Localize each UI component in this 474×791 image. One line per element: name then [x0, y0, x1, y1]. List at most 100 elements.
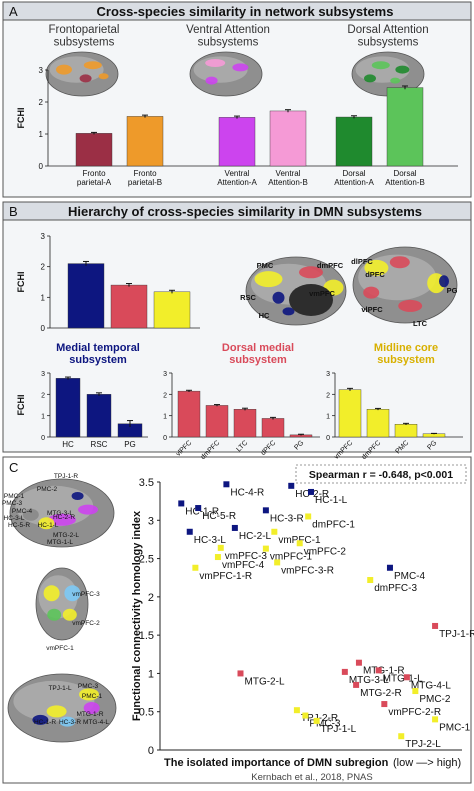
- scatter-point: [231, 524, 238, 531]
- brain-region-label: dPFC: [365, 270, 385, 279]
- chart-a: 0 1 2 3 FCHI Fronto parietal-A Fronto parietal-B…: [16, 66, 458, 187]
- brain-c-label: PMC-1: [4, 493, 25, 500]
- chart-a-ytick-label: 3: [39, 66, 44, 75]
- chart-dorsal-medial-bar: [233, 409, 257, 438]
- chart-dorsal-medial-ytick-label: 3: [163, 371, 167, 378]
- brain-c-label: MTG-1-R: [76, 711, 103, 718]
- chart-a-bar: [386, 87, 424, 167]
- brain-c-top-region: [78, 504, 98, 515]
- scatter-point-label: PMC-2: [419, 694, 451, 705]
- brain-c-label: PMC-4: [12, 508, 33, 515]
- brain-c-label: MTG-4-L: [83, 719, 109, 726]
- chart-a-xtick-label: Dorsal Attention-B: [385, 169, 425, 187]
- scatter-point-label: HC-4-R: [230, 487, 264, 498]
- subtitle-midline-core: Midline core subsystem: [374, 342, 438, 366]
- brain-c-middle-region: [47, 608, 62, 621]
- brain-ventral-region: [232, 63, 249, 72]
- scatter-point: [195, 505, 202, 512]
- subtitle-medial-temporal: Medial temporal subsystem: [56, 342, 140, 366]
- brain-c-label: PMC-2: [37, 486, 58, 493]
- brain-dorsal-region: [395, 65, 410, 74]
- scatter-ytick-label: 0: [148, 745, 154, 757]
- chart-b-summary-bar: [67, 263, 105, 329]
- brain-region-label: PG: [447, 286, 458, 295]
- scatter-xlabel: The isolated importance of DMN subregion: [164, 757, 389, 769]
- brain-region-label: vlPFC: [361, 305, 383, 314]
- scatter-point: [432, 622, 439, 629]
- chart-a-xtick-label: Fronto parietal-A: [77, 169, 112, 187]
- chart-dorsal-medial-bar: [261, 418, 285, 438]
- scatter-point-label: dmPFC-3: [374, 583, 417, 594]
- chart-midline-core-bar: [366, 409, 390, 438]
- scatter-point: [302, 712, 309, 719]
- chart-medial-temporal-bar: [86, 394, 112, 438]
- chart-midline-core-bar: [394, 424, 418, 438]
- scatter-point-label: vmPFC-2: [304, 546, 347, 557]
- brain-c-label: HC-3-R: [59, 719, 81, 726]
- chart-medial-temporal-ytick-label: 2: [41, 392, 45, 399]
- scatter-point: [178, 500, 185, 507]
- brain-frontoparietal-region: [56, 64, 72, 75]
- scatter-point-label: PMC-4: [394, 571, 426, 582]
- scatter-point: [308, 488, 314, 495]
- scatter-point-label: PMC-1: [439, 722, 471, 733]
- scatter-point: [217, 544, 224, 551]
- subtitle-dorsal-medial: Dorsal medial subsystem: [222, 342, 294, 366]
- brain-c-top-region: [71, 492, 84, 500]
- chart-a-xtick-label: Dorsal Attention-A: [334, 169, 374, 187]
- brain-c-top: [9, 478, 115, 548]
- brain-c-middle-region: [62, 608, 77, 621]
- brain-c-label: HC-1-L: [38, 522, 59, 529]
- scatter-point: [386, 564, 393, 571]
- panel-b-letter: B: [9, 204, 18, 219]
- chart-b-summary-ytick-label: 1: [41, 293, 46, 302]
- group-title-ventral: Ventral Attention subsystems: [186, 24, 270, 49]
- chart-medial-temporal-ytick-label: 0: [41, 435, 45, 442]
- scatter-point-label: MTG-3-L: [349, 675, 389, 686]
- annotation-text: Spearman r = -0.648, p<0.001: [309, 469, 453, 481]
- chart-medial-temporal-bar: [55, 378, 81, 438]
- brain-c-bottom-region: [32, 714, 49, 725]
- chart-a-xtick-label: Ventral Attention-A: [217, 169, 257, 187]
- scatter-ytick-label: 1.5: [139, 630, 154, 642]
- brain-dmn-lateral-region: [364, 259, 389, 276]
- chart-medial-temporal-ytick-label: 3: [41, 371, 45, 378]
- scatter-point: [271, 528, 278, 535]
- chart-a-bar: [335, 116, 373, 167]
- scatter-point-label: MTG-4-L: [411, 680, 451, 691]
- scatter-point-label: MTG-1-R: [363, 666, 405, 677]
- brain-dorsal: [351, 51, 425, 97]
- chart-medial-temporal-ylabel: FCHI: [16, 395, 26, 416]
- chart-a-xtick-label: Fronto parietal-B: [128, 169, 162, 187]
- panel-a-title: Cross-species similarity in network subs…: [97, 4, 394, 19]
- brain-frontoparietal-region: [83, 61, 102, 70]
- scatter-point-label: PMC-3: [309, 719, 341, 730]
- brain-dmn-lateral-region: [398, 299, 423, 312]
- brain-dmn-lateral-region: [389, 256, 410, 269]
- brain-ventral: [189, 51, 263, 97]
- scatter-ytick-label: 3.5: [139, 477, 154, 489]
- brain-c-top-region: [38, 517, 55, 530]
- brain-c-bottom-region: [79, 688, 99, 701]
- scatter-point: [192, 564, 199, 571]
- brain-ventral-region: [205, 76, 218, 85]
- chart-medial-temporal-ytick-label: 1: [41, 414, 45, 421]
- scatter-point: [214, 554, 221, 561]
- group-title-dorsal: Dorsal Attention subsystems: [347, 24, 428, 49]
- scatter-point-label: MTG-2-R: [360, 688, 402, 699]
- brain-c-middle: [35, 567, 89, 641]
- scatter-point: [355, 659, 362, 666]
- brain-c-label: MTG-3-L: [47, 510, 73, 517]
- scatter-point: [412, 688, 419, 695]
- scatter-point: [341, 668, 348, 675]
- brain-dmn-medial-region: [272, 291, 285, 304]
- scatter-point-label: HC-3-R: [270, 513, 304, 524]
- scatter-point: [274, 559, 281, 566]
- chart-a-bar: [75, 133, 113, 167]
- scatter-point: [403, 674, 410, 681]
- scatter-point: [293, 707, 300, 714]
- brain-region-label: HC: [259, 311, 270, 320]
- brain-frontoparietal: [45, 51, 119, 97]
